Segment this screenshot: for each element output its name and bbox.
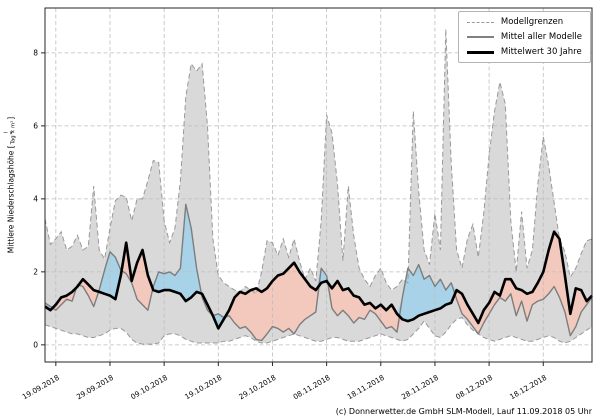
x-tick-label: 19.09.2018 [21, 373, 62, 402]
y-tick-label: 2 [33, 267, 38, 276]
x-tick-label: 08.11.2018 [291, 373, 332, 402]
y-tick-label: 4 [33, 194, 38, 203]
dashed-line-swatch-icon [466, 21, 494, 23]
thick-black-line-swatch-icon [466, 50, 494, 54]
x-tick-label: 29.09.2018 [75, 373, 116, 402]
legend-item-modellgrenzen: Modellgrenzen [466, 16, 582, 28]
x-tick-label: 09.10.2018 [129, 373, 170, 402]
y-tick-label: 6 [33, 121, 38, 130]
model-mean-line [44, 203, 593, 342]
solid-gray-line-swatch-icon [466, 36, 494, 38]
legend-label-mittel-aller-modelle: Mittel aller Modelle [500, 32, 582, 42]
copyright-model-run-text: (c) Donnerwetter.de GmbH SLM-Modell, Lau… [335, 407, 592, 416]
x-tick-label: 29.10.2018 [237, 373, 278, 402]
y-axis-unit-fraction: l Tag × m² [4, 120, 18, 145]
y-axis-label-prefix: Mittlere Niederschlagshöhe [ [6, 145, 16, 254]
model-range-upper-bound-line [44, 29, 593, 295]
legend-label-mittelwert-30-jahre: Mittelwert 30 Jahre [500, 47, 582, 57]
x-tick-label: 19.10.2018 [183, 373, 224, 402]
model-range-lower-bound-line [44, 316, 593, 345]
legend: Modellgrenzen Mittel aller Modelle Mitte… [457, 11, 591, 63]
plot-frame [44, 7, 593, 363]
x-tick-label: 18.12.2018 [508, 373, 549, 402]
legend-item-mittelwert-30-jahre: Mittelwert 30 Jahre [466, 46, 582, 58]
x-tick-label: 08.12.2018 [454, 373, 495, 402]
x-tick-label: 28.11.2018 [400, 373, 441, 402]
y-axis-label-suffix: ] [6, 116, 16, 120]
y-tick-label: 8 [33, 48, 38, 57]
y-axis-label: Mittlere Niederschlagshöhe [l Tag × m²] [4, 116, 18, 254]
y-tick-label: 0 [33, 340, 38, 349]
x-tick-label: 18.11.2018 [346, 373, 387, 402]
climate-30yr-mean-line [44, 230, 593, 330]
legend-label-modellgrenzen: Modellgrenzen [500, 17, 564, 27]
legend-item-mittel-aller-modelle: Mittel aller Modelle [466, 31, 582, 43]
unit-denominator: Tag × m² [10, 120, 17, 145]
